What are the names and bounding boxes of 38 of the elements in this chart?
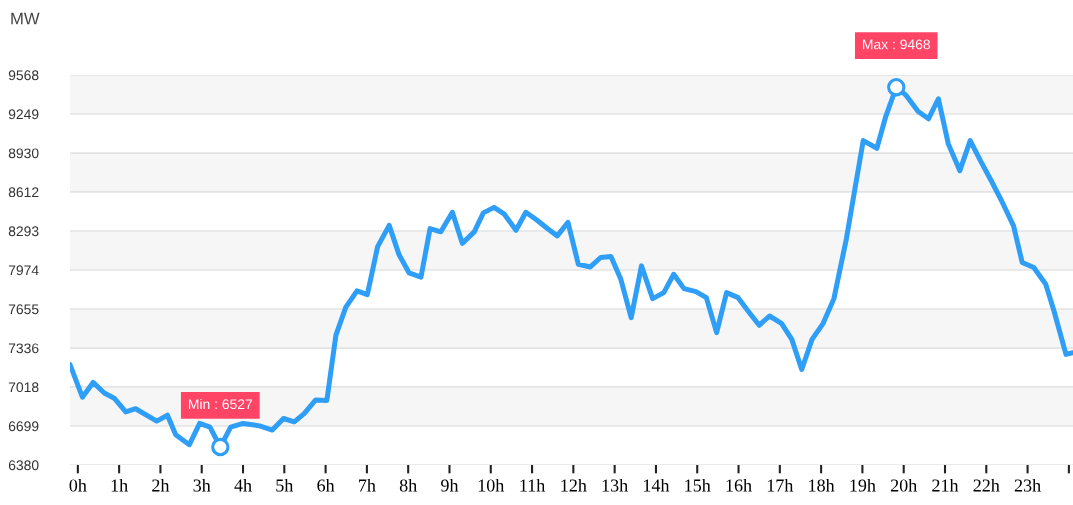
x-tick-label: 19h <box>850 478 876 492</box>
x-tick-label: 1h <box>111 478 128 492</box>
x-tick-label: 16h <box>726 478 752 492</box>
y-axis-title: MW <box>11 12 40 25</box>
x-tick-label: 15h <box>685 478 711 492</box>
y-tick-label: 8930 <box>8 148 39 159</box>
x-tick-label: 17h <box>767 478 794 492</box>
x-tick-label: 3h <box>193 478 211 492</box>
x-tick-label: 22h <box>973 478 1000 492</box>
y-tick-label: 7336 <box>8 343 39 354</box>
x-tick-label: 18h <box>809 478 835 492</box>
annotation: Max : 9468 <box>863 39 931 50</box>
y-tick-label: 8293 <box>8 226 39 237</box>
y-tick-label: 7974 <box>8 265 39 276</box>
x-tick-label: 2h <box>152 478 170 492</box>
x-tick-label: 23h <box>1014 478 1041 492</box>
x-tick-label: 6h <box>317 478 335 492</box>
x-tick-label: 12h <box>561 478 587 492</box>
x-tick-label: 5h <box>276 478 294 492</box>
y-tick-label: 7018 <box>8 382 39 393</box>
y-tick-label: 6380 <box>8 460 39 471</box>
x-tick-label: 14h <box>643 478 670 492</box>
x-tick-label: 10h <box>478 478 505 492</box>
x-tick-label: 20h <box>890 478 917 492</box>
x-tick-label: 7h <box>359 478 376 492</box>
y-tick-label: 9568 <box>8 70 39 81</box>
y-tick-label: 7655 <box>8 304 39 315</box>
x-tick-label: 9h <box>441 478 459 492</box>
x-tick-label: 13h <box>602 478 628 492</box>
y-tick-label: 9249 <box>8 109 39 120</box>
y-tick-label: 8612 <box>8 187 39 198</box>
x-tick-label: 21h <box>932 478 959 492</box>
annotation: Min : 6527 <box>189 398 253 410</box>
x-tick-label: 0h <box>69 478 87 492</box>
x-tick-label: 4h <box>234 478 252 492</box>
x-tick-label: 8h <box>399 478 417 492</box>
y-tick-label: 6699 <box>8 421 39 432</box>
x-tick-label: 11h <box>520 478 546 492</box>
